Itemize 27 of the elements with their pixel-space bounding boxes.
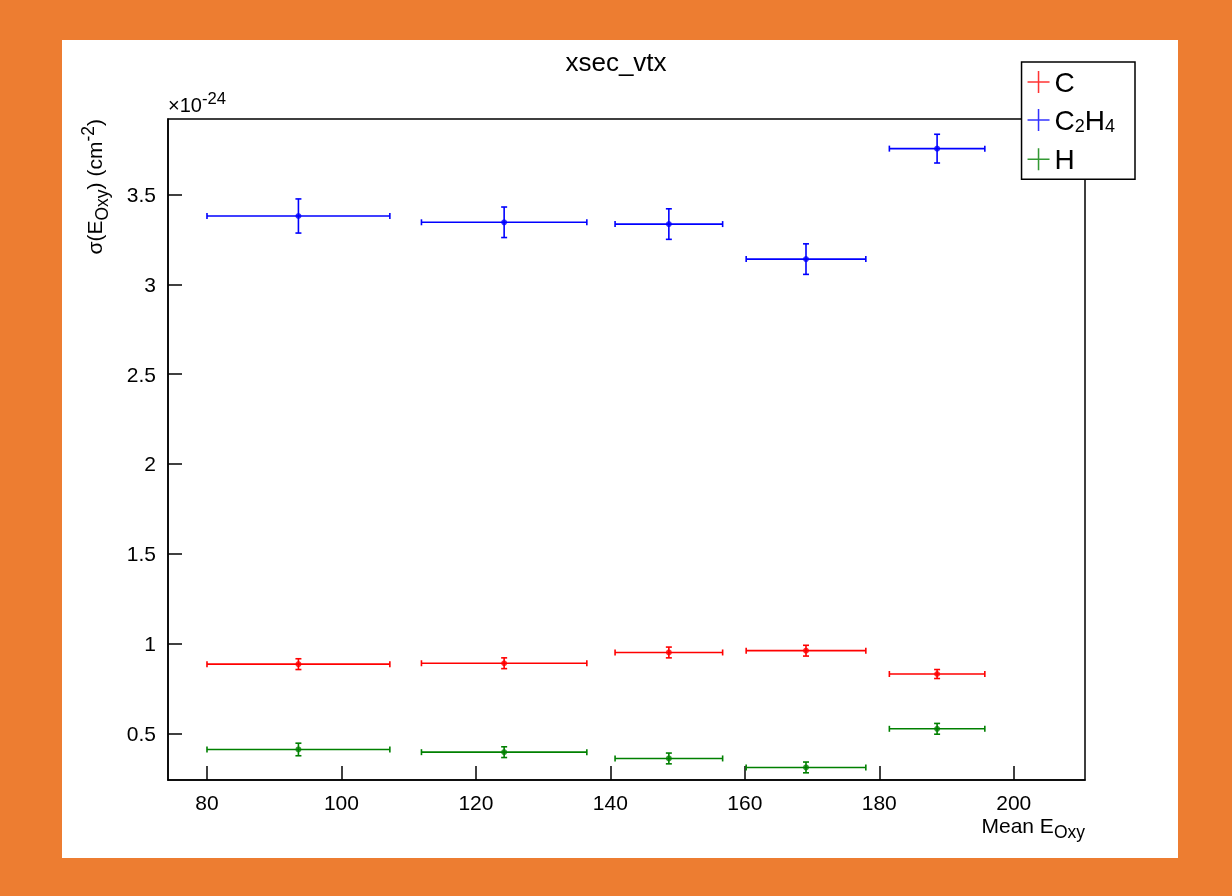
point [501,749,508,756]
x-tick-label: 180 [861,791,897,814]
x-tick-label: 120 [458,791,494,814]
y-tick-label: 1.5 [126,542,156,566]
x-tick-label: 100 [323,791,359,814]
point [295,746,302,753]
legend-label: H [1054,143,1075,175]
y-tick-label: 0.5 [126,721,156,745]
y-tick-label: 2 [144,452,156,476]
y-tick-label: 3 [144,272,156,296]
point [934,145,941,152]
y-tick-label: 2.5 [126,362,156,386]
chart-title: xsec_vtx [565,47,667,77]
x-tick-label: 80 [195,791,219,814]
text: ×10$^{-24}$ [168,89,227,117]
point [501,219,508,226]
point [295,661,302,668]
x-tick-label: 140 [592,791,628,814]
x-tick-label: 200 [996,791,1032,814]
x-axis-title: Mean E$_{Oxy}$ [981,814,1085,844]
y-tick-label: 3.5 [126,182,156,206]
x-tick-label: 160 [727,791,763,814]
y-tick-label: 1 [144,631,156,655]
point [665,221,672,228]
point [803,256,809,263]
legend-label: C [1054,66,1075,98]
point [295,213,302,219]
